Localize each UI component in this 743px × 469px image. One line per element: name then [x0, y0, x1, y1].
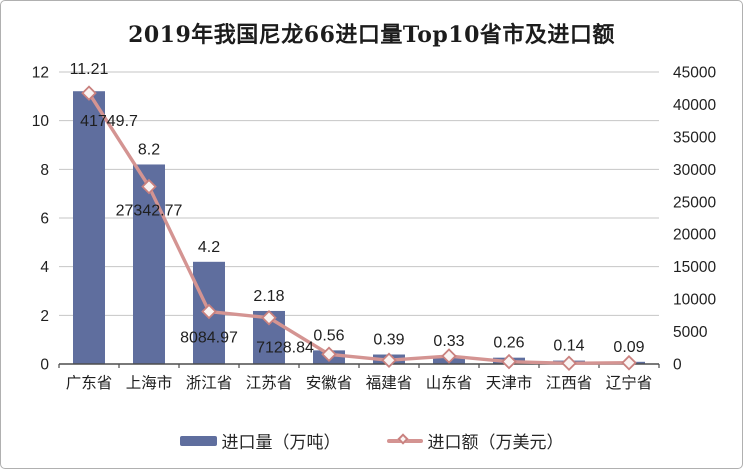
y-right-tick-label: 0 [673, 357, 682, 374]
line-series-swatch [386, 432, 423, 445]
import-amount-line [87, 92, 630, 365]
y-left-tick-label: 10 [32, 113, 50, 130]
bar-广东省 [73, 91, 105, 365]
bar-value-label: 8.2 [138, 141, 160, 158]
line-marker-福建省 [381, 352, 397, 369]
y-right-tick-label: 35000 [673, 129, 716, 146]
y-left-tick-label: 12 [32, 65, 49, 82]
y-left-tick-label: 6 [40, 211, 49, 228]
line-marker-山东省 [441, 348, 457, 364]
line-marker-辽宁省 [621, 354, 637, 371]
bar-value-label: 2.18 [253, 288, 284, 305]
line-value-label: 8084.97 [180, 330, 238, 347]
x-category-label: 广东省 [66, 374, 113, 392]
bar-value-label: 0.14 [553, 338, 584, 355]
line-value-label: 7128.84 [256, 340, 314, 357]
bar-value-label: 0.56 [313, 327, 344, 344]
chart-title: 2019年我国尼龙66进口量Top10省市及进口额 [128, 22, 615, 48]
bar-value-label: 0.09 [613, 339, 644, 356]
line-marker-广东省 [81, 85, 97, 101]
bar-value-label: 0.33 [433, 333, 464, 350]
bar-上海市 [133, 164, 165, 364]
legend-label-import-volume: 进口量（万吨） [221, 433, 341, 452]
bar-series-swatch [179, 435, 217, 446]
y-right-tick-label: 20000 [673, 227, 716, 244]
legend-label-import-amount: 进口额（万美元） [427, 433, 564, 452]
y-right-tick-label: 5000 [673, 324, 708, 341]
legend-item-import-amount: 进口额（万美元） [386, 428, 564, 453]
y-right-tick-label: 10000 [673, 292, 716, 309]
y-right-tick-label: 25000 [673, 194, 716, 211]
y-left-tick-label: 0 [40, 357, 49, 374]
bar-value-label: 4.2 [198, 239, 220, 256]
legend: 进口量（万吨） 进口额（万美元） [1, 428, 742, 453]
x-category-label: 江西省 [546, 374, 593, 392]
legend-item-import-volume: 进口量（万吨） [179, 428, 341, 453]
bar-value-label: 11.21 [70, 61, 109, 78]
line-marker-上海市 [141, 178, 157, 195]
y-right-tick-label: 45000 [673, 65, 716, 82]
line-value-label: 41749.7 [80, 113, 138, 130]
y-left-tick-label: 4 [40, 259, 49, 276]
x-category-label: 上海市 [126, 374, 173, 392]
y-left-tick-label: 2 [40, 308, 49, 325]
x-category-label: 辽宁省 [606, 374, 653, 392]
line-marker-安徽省 [321, 346, 337, 363]
line-marker-江西省 [561, 355, 577, 372]
line-marker-浙江省 [201, 303, 217, 320]
x-category-label: 江苏省 [246, 374, 293, 392]
x-category-label: 浙江省 [186, 374, 233, 392]
x-category-label: 天津市 [486, 374, 533, 392]
diamond-marker-icon [396, 432, 409, 445]
y-right-tick-label: 40000 [673, 97, 716, 114]
line-marker-天津市 [501, 353, 517, 370]
x-category-label: 福建省 [366, 374, 413, 392]
x-category-label: 山东省 [426, 374, 473, 392]
y-right-tick-label: 15000 [673, 259, 716, 276]
y-right-tick-label: 30000 [673, 162, 716, 179]
x-category-label: 安徽省 [306, 374, 353, 392]
y-left-tick-label: 8 [40, 162, 49, 179]
line-value-label: 27342.77 [116, 203, 183, 220]
line-marker-江苏省 [261, 309, 277, 326]
bar-value-label: 0.26 [493, 335, 524, 352]
bar-value-label: 0.39 [373, 332, 404, 349]
